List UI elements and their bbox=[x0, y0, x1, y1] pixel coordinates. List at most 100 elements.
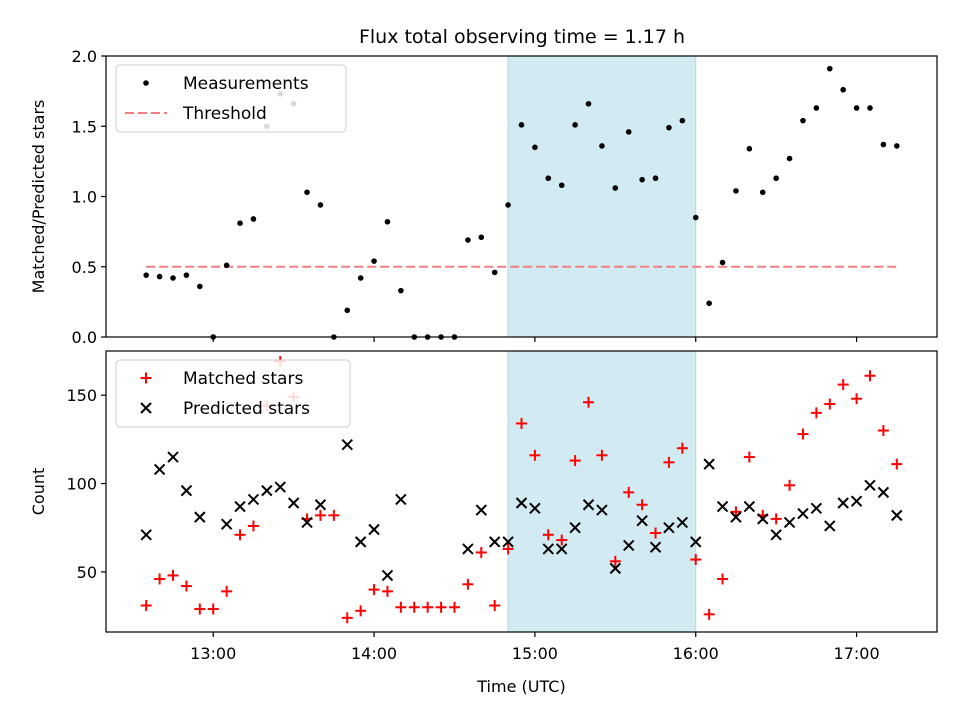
measurement-point bbox=[585, 100, 592, 107]
measurement-point bbox=[639, 176, 645, 183]
measurement-point bbox=[880, 141, 887, 148]
predicted-star-point bbox=[877, 486, 890, 499]
matched-star-point bbox=[448, 601, 460, 613]
measurement-point bbox=[156, 273, 163, 280]
matched-star-point bbox=[368, 584, 380, 596]
y-tick-label: 2.0 bbox=[72, 47, 97, 66]
x-tick-label: 17:00 bbox=[834, 644, 880, 663]
predicted-star-stroke bbox=[475, 504, 487, 516]
matched-star-point bbox=[851, 393, 863, 405]
measurement-point bbox=[679, 117, 686, 124]
predicted-star-stroke bbox=[354, 536, 367, 548]
predicted-star-stroke bbox=[783, 516, 796, 529]
predicted-star-stroke bbox=[381, 569, 394, 582]
predicted-star-point bbox=[395, 493, 407, 506]
predicted-star-stroke bbox=[837, 497, 849, 509]
measurement-point bbox=[197, 283, 203, 290]
predicted-star-stroke bbox=[810, 502, 823, 514]
y-tick-label: 1.5 bbox=[72, 117, 97, 136]
predicted-star-point bbox=[274, 481, 286, 493]
predicted-star-stroke bbox=[462, 543, 474, 555]
measurement-point bbox=[826, 65, 833, 72]
matched-star-point bbox=[877, 425, 889, 437]
predicted-star-stroke bbox=[261, 484, 273, 497]
predicted-star-stroke bbox=[596, 504, 608, 516]
matched-star-point bbox=[435, 601, 447, 613]
predicted-star-point bbox=[153, 463, 166, 476]
matched-star-point bbox=[784, 479, 796, 491]
predicted-star-point bbox=[529, 502, 541, 514]
matched-star-point bbox=[314, 509, 326, 521]
matched-star-point bbox=[207, 603, 219, 615]
predicted-star-stroke bbox=[274, 481, 286, 493]
matched-star-point bbox=[891, 458, 903, 470]
predicted-star-point bbox=[140, 529, 152, 541]
matched-star-point bbox=[516, 417, 527, 429]
matched-star-point bbox=[864, 370, 876, 382]
y-axis-label: Matched/Predicted stars bbox=[29, 100, 48, 294]
measurement-point bbox=[357, 275, 364, 281]
predicted-star-point bbox=[301, 516, 313, 529]
predicted-star-stroke bbox=[690, 536, 702, 548]
predicted-star-point bbox=[542, 543, 555, 555]
predicted-star-point bbox=[556, 543, 568, 555]
predicted-star-point bbox=[194, 511, 206, 523]
predicted-star-point bbox=[582, 499, 595, 511]
predicted-star-point bbox=[368, 523, 380, 536]
predicted-star-point bbox=[850, 495, 863, 507]
predicted-star-stroke bbox=[287, 497, 300, 509]
predicted-star-stroke bbox=[529, 502, 541, 514]
predicted-star-stroke bbox=[341, 438, 353, 451]
matched-star-point bbox=[422, 601, 434, 613]
matched-star-point bbox=[489, 599, 501, 611]
measurement-point bbox=[759, 189, 766, 196]
legend-label: Threshold bbox=[182, 104, 267, 124]
matched-star-point bbox=[154, 573, 166, 585]
measurement-point bbox=[706, 300, 712, 307]
measurement-point bbox=[625, 129, 632, 135]
matched-star-point bbox=[542, 529, 554, 541]
matched-star-point bbox=[797, 428, 809, 440]
matched-star-point bbox=[676, 442, 688, 454]
predicted-star-stroke bbox=[757, 513, 769, 525]
predicted-star-point bbox=[690, 536, 702, 548]
matched-star-point bbox=[810, 407, 822, 419]
predicted-star-point bbox=[783, 516, 796, 529]
predicted-star-stroke bbox=[877, 486, 890, 499]
measurement-point bbox=[800, 117, 806, 124]
predicted-star-point bbox=[569, 522, 581, 534]
predicted-star-point bbox=[824, 520, 836, 532]
matched-star-point bbox=[140, 599, 152, 611]
matched-star-point bbox=[663, 456, 675, 468]
predicted-star-stroke bbox=[864, 479, 876, 492]
predicted-star-point bbox=[261, 484, 273, 497]
predicted-star-point bbox=[220, 518, 233, 530]
legend-predicted-marker bbox=[140, 402, 152, 414]
predicted-star-point bbox=[743, 500, 756, 513]
matched-star-point bbox=[650, 527, 662, 539]
matched-star-point bbox=[475, 546, 487, 558]
predicted-star-point bbox=[636, 514, 648, 527]
predicted-star-point bbox=[502, 536, 514, 548]
matched-star-point bbox=[636, 499, 648, 511]
matched-star-point bbox=[355, 605, 367, 617]
predicted-star-point bbox=[247, 493, 260, 506]
predicted-star-stroke bbox=[824, 520, 836, 532]
predicted-star-stroke bbox=[488, 536, 501, 548]
predicted-star-point bbox=[234, 500, 246, 513]
predicted-star-point bbox=[462, 543, 474, 555]
matched-star-point bbox=[328, 509, 340, 521]
matched-star-point bbox=[462, 578, 474, 590]
predicted-star-stroke bbox=[770, 529, 782, 541]
predicted-star-stroke bbox=[676, 516, 689, 529]
predicted-star-point bbox=[797, 507, 809, 520]
measurement-point bbox=[170, 275, 176, 281]
measurement-point bbox=[599, 143, 605, 149]
predicted-star-stroke bbox=[743, 500, 756, 513]
legend-matched-marker bbox=[140, 372, 152, 384]
x-tick-label: 13:00 bbox=[190, 644, 236, 663]
predicted-star-stroke bbox=[220, 518, 233, 530]
predicted-star-stroke bbox=[850, 495, 863, 507]
predicted-star-stroke bbox=[502, 536, 514, 548]
predicted-star-stroke bbox=[609, 562, 622, 575]
